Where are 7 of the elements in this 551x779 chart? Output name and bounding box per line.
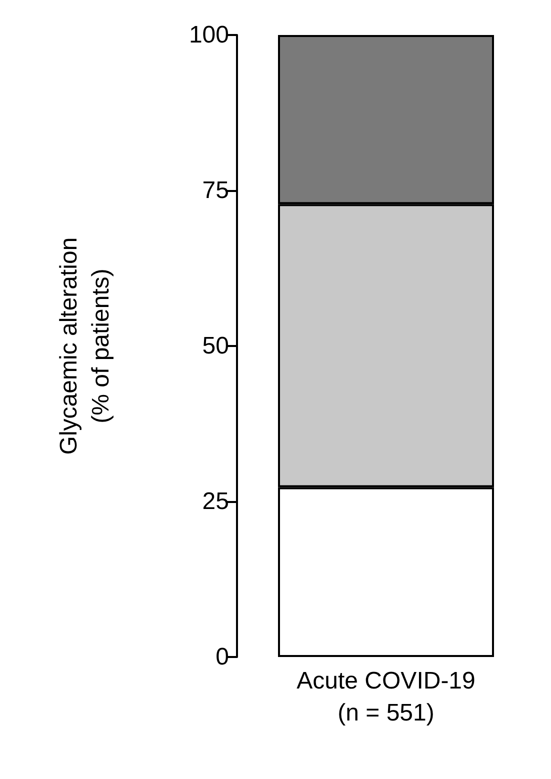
y-axis-title: Glycaemic alteration (% of patients): [56, 237, 114, 455]
y-tick-label: 0: [216, 644, 229, 670]
y-tick-label: 75: [202, 177, 229, 204]
y-tick-label: 25: [202, 488, 229, 515]
y-tick-label: 50: [202, 332, 229, 360]
y-tick-label: 100: [188, 22, 229, 48]
x-tick-label: Acute COVID-19 (n = 551): [296, 668, 476, 726]
